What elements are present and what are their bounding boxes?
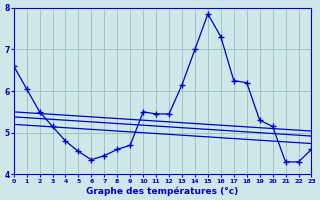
X-axis label: Graphe des températures (°c): Graphe des températures (°c) bbox=[86, 186, 239, 196]
